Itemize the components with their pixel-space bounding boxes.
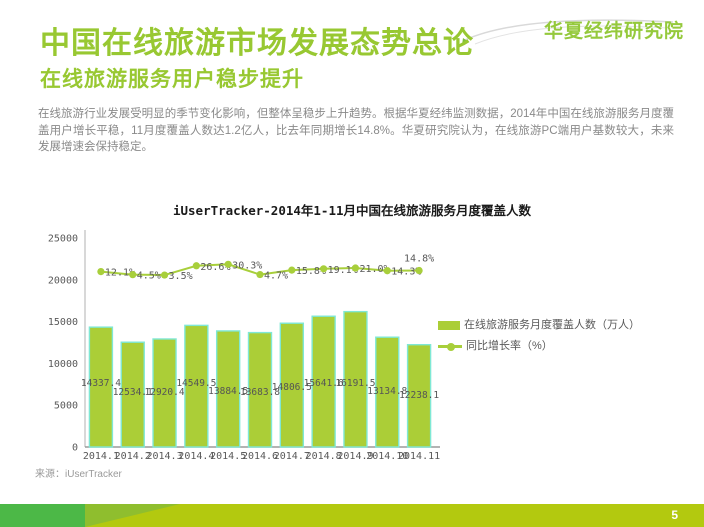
bar-value-label: 14806.5 [272,382,312,393]
bar-value-label: 16191.5 [335,378,375,389]
line-value-label: 26.6% [200,262,230,273]
chart-legend: 在线旅游服务月度覆盖人数（万人） 同比增长率（%） [438,318,666,360]
line-point [351,264,360,272]
logo-text: 华夏经纬研究院 [543,21,684,42]
y-tick-label: 15000 [48,317,78,328]
line-point [320,265,328,273]
legend-label-coverage: 在线旅游服务月度覆盖人数（万人） [464,319,640,331]
source-note: 来源：iUserTracker [35,469,122,480]
bar [247,331,273,448]
bar [279,322,305,448]
y-tick-label: 5000 [54,401,78,412]
line-point [288,266,296,274]
x-tick-label: 2014.5 [210,451,246,462]
x-tick-label: 2014.10 [366,451,408,462]
bar-swatch-icon [438,321,460,330]
footer-band: 5 [0,504,704,527]
x-tick-label: 2014.11 [398,451,440,462]
footer-accent-square [0,504,85,527]
y-tick-label: 25000 [48,234,78,245]
bar-value-label: 14337.4 [81,378,121,389]
line-point [383,267,391,275]
page-title: 中国在线旅游市场发展态势总论 [40,27,474,60]
line-value-label: 4.7% [264,271,288,282]
legend-item-coverage: 在线旅游服务月度覆盖人数（万人） [438,318,666,332]
legend-label-growth: 同比增长率（%） [466,340,553,352]
bar-value-label: 12238.1 [399,390,439,401]
page-subtitle: 在线旅游服务用户稳步提升 [40,68,304,91]
line-value-label: 4.5% [137,271,161,282]
line-value-label: 30.3% [232,260,262,271]
line-value-label: 14.3% [391,267,421,278]
bar [406,343,432,448]
bar [88,326,114,448]
line-value-label: 14.8% [404,254,434,265]
page-number: 5 [671,508,678,522]
bar [152,338,177,448]
bar [375,336,400,448]
line-point [224,260,232,268]
bar-value-label: 14549.5 [176,378,216,389]
line-point [160,271,169,279]
x-tick-label: 2014.1 [83,451,119,462]
line-point [192,262,200,270]
line-value-label: 3.5% [169,271,193,282]
line-value-label: 15.8% [296,266,326,277]
line-point [256,270,264,279]
line-value-label: 12.1% [105,268,135,279]
company-logo: 华夏经纬研究院 [461,10,686,52]
line-marker-icon [438,342,462,351]
line-point [129,271,137,279]
bar [311,315,336,448]
bar [184,324,209,448]
x-tick-label: 2014.2 [115,451,151,462]
y-tick-label: 0 [72,443,78,454]
x-tick-label: 2014.6 [242,451,278,462]
footer-wedge-shape [85,504,180,527]
y-tick-label: 10000 [48,359,78,370]
line-value-label: 19.1% [328,265,358,276]
bar-value-label: 15641.6 [304,378,344,389]
bar-value-label: 12920.4 [145,387,185,398]
legend-item-growth: 同比增长率（%） [438,339,666,353]
x-tick-label: 2014.4 [178,451,214,462]
bar-value-label: 13884.5 [208,386,248,397]
x-tick-label: 2014.9 [337,451,373,462]
y-tick-label: 20000 [48,275,78,286]
x-tick-label: 2014.8 [306,451,342,462]
bar-value-label: 13134.8 [367,386,407,397]
bar [120,341,145,448]
chart-title: iUserTracker-2014年1-11月中国在线旅游服务月度覆盖人数 [172,203,532,218]
bar-value-label: 12534.1 [113,387,153,398]
logo-swoosh-icon [462,19,674,45]
line-value-label: 21.0% [359,264,389,275]
bar [343,310,368,448]
x-tick-label: 2014.3 [146,451,182,462]
line-point [97,268,105,276]
bar [215,330,241,448]
bar-value-label: 13683.8 [240,387,280,398]
line-point [415,266,423,275]
coverage-chart: 050001000015000200002500014337.412534.11… [48,230,440,462]
intro-paragraph: 在线旅游行业发展受明显的季节变化影响，但整体呈稳步上升趋势。根据华夏经纬监测数据… [38,108,674,153]
x-tick-label: 2014.7 [274,451,310,462]
